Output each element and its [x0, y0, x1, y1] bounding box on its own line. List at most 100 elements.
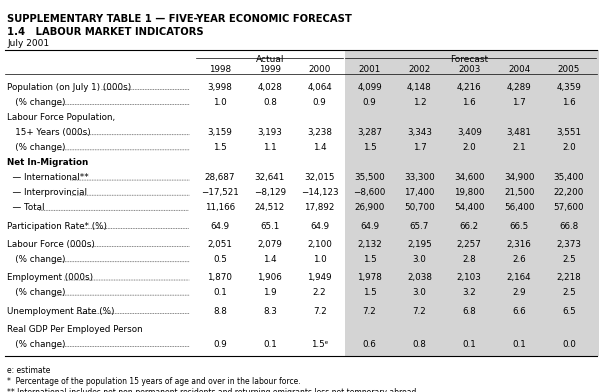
Text: 19,800: 19,800: [454, 188, 485, 197]
Text: 57,600: 57,600: [554, 203, 584, 212]
Text: 2002: 2002: [409, 65, 431, 74]
Text: (% change): (% change): [7, 98, 66, 107]
Text: 6.5: 6.5: [562, 307, 576, 316]
Text: 1.7: 1.7: [512, 98, 526, 107]
Text: — Total: — Total: [7, 203, 45, 212]
Text: 1.0: 1.0: [313, 255, 326, 264]
Text: 4,359: 4,359: [557, 83, 581, 92]
Text: 6.8: 6.8: [463, 307, 476, 316]
Text: −14,123: −14,123: [301, 188, 338, 197]
Text: 3,343: 3,343: [407, 128, 432, 137]
Text: 2001: 2001: [358, 65, 380, 74]
Text: 2,218: 2,218: [557, 273, 581, 282]
Text: 3.0: 3.0: [413, 288, 427, 297]
Text: 1.1: 1.1: [263, 143, 277, 152]
Text: 65.1: 65.1: [260, 221, 280, 230]
Text: Labour Force (000s): Labour Force (000s): [7, 240, 95, 249]
Text: 2,038: 2,038: [407, 273, 432, 282]
Text: 8.8: 8.8: [213, 307, 227, 316]
Text: 2,316: 2,316: [507, 240, 532, 249]
Text: Actual: Actual: [256, 55, 284, 64]
Text: 34,900: 34,900: [504, 173, 535, 182]
Text: 2.1: 2.1: [512, 143, 526, 152]
Text: 6.6: 6.6: [512, 307, 526, 316]
Text: 4,148: 4,148: [407, 83, 432, 92]
Text: 0.6: 0.6: [362, 340, 376, 349]
Text: 0.9: 0.9: [362, 98, 376, 107]
Text: 3,238: 3,238: [307, 128, 332, 137]
Text: 66.8: 66.8: [559, 221, 578, 230]
Text: 0.1: 0.1: [263, 340, 277, 349]
Text: 1998: 1998: [209, 65, 231, 74]
Text: 3,998: 3,998: [208, 83, 232, 92]
Text: Labour Force Population,: Labour Force Population,: [7, 113, 115, 122]
Text: 35,500: 35,500: [354, 173, 385, 182]
Text: 66.2: 66.2: [460, 221, 479, 230]
Text: 17,400: 17,400: [404, 188, 434, 197]
Text: 1.5: 1.5: [362, 255, 376, 264]
Text: 8.3: 8.3: [263, 307, 277, 316]
Text: 33,300: 33,300: [404, 173, 435, 182]
Text: 0.8: 0.8: [263, 98, 277, 107]
Text: 2.5: 2.5: [562, 288, 576, 297]
Text: 1.2: 1.2: [413, 98, 426, 107]
Text: (% change): (% change): [7, 288, 66, 297]
Text: 2,195: 2,195: [407, 240, 432, 249]
Text: 7.2: 7.2: [413, 307, 427, 316]
Text: 1.4   LABOUR MARKET INDICATORS: 1.4 LABOUR MARKET INDICATORS: [7, 27, 204, 38]
Text: 3,159: 3,159: [208, 128, 232, 137]
Text: 0.1: 0.1: [512, 340, 526, 349]
Text: ** International includes net non-permanent residents and returning emigrants le: ** International includes net non-perman…: [7, 388, 419, 392]
Text: 0.8: 0.8: [413, 340, 427, 349]
Text: Employment (000s): Employment (000s): [7, 273, 94, 282]
Text: 64.9: 64.9: [310, 221, 329, 230]
Text: 2.0: 2.0: [463, 143, 476, 152]
Text: Real GDP Per Employed Person: Real GDP Per Employed Person: [7, 325, 143, 334]
Text: 2,051: 2,051: [208, 240, 232, 249]
Text: 34,600: 34,600: [454, 173, 485, 182]
Text: 2,257: 2,257: [457, 240, 482, 249]
Text: 0.0: 0.0: [562, 340, 576, 349]
Text: 4,099: 4,099: [357, 83, 382, 92]
Text: — International**: — International**: [7, 173, 89, 182]
Text: Forecast: Forecast: [450, 55, 488, 64]
Text: (% change): (% change): [7, 143, 66, 152]
Text: 4,216: 4,216: [457, 83, 482, 92]
Text: 0.9: 0.9: [313, 98, 326, 107]
Text: 50,700: 50,700: [404, 203, 435, 212]
Text: e: estimate: e: estimate: [7, 366, 50, 375]
Text: Population (on July 1) (000s): Population (on July 1) (000s): [7, 83, 131, 92]
Text: 65.7: 65.7: [410, 221, 429, 230]
Text: 28,687: 28,687: [205, 173, 235, 182]
Text: 2,100: 2,100: [307, 240, 332, 249]
Text: 64.9: 64.9: [211, 221, 229, 230]
Text: 2,373: 2,373: [557, 240, 581, 249]
Text: July 2001: July 2001: [7, 39, 49, 48]
Text: 17,892: 17,892: [305, 203, 335, 212]
Text: 1.5: 1.5: [213, 143, 227, 152]
Text: 0.1: 0.1: [213, 288, 227, 297]
Text: 4,064: 4,064: [307, 83, 332, 92]
Text: 56,400: 56,400: [504, 203, 535, 212]
Text: 1999: 1999: [259, 65, 281, 74]
Text: −17,521: −17,521: [201, 188, 239, 197]
Text: 1.5: 1.5: [362, 288, 376, 297]
Text: 1,949: 1,949: [307, 273, 332, 282]
Text: 1.4: 1.4: [263, 255, 277, 264]
Text: 0.1: 0.1: [463, 340, 476, 349]
Text: 26,900: 26,900: [355, 203, 385, 212]
Text: 21,500: 21,500: [504, 188, 535, 197]
Text: 24,512: 24,512: [254, 203, 285, 212]
Text: 3,287: 3,287: [357, 128, 382, 137]
Text: 0.5: 0.5: [213, 255, 227, 264]
Text: 1.5: 1.5: [362, 143, 376, 152]
Text: 2005: 2005: [558, 65, 580, 74]
Text: 2.5: 2.5: [562, 255, 576, 264]
Text: 11,166: 11,166: [205, 203, 235, 212]
Text: 35,400: 35,400: [554, 173, 584, 182]
Text: 2,103: 2,103: [457, 273, 482, 282]
Text: 64.9: 64.9: [360, 221, 379, 230]
Text: 1.6: 1.6: [463, 98, 476, 107]
Text: 2004: 2004: [508, 65, 530, 74]
Text: 1.0: 1.0: [213, 98, 227, 107]
